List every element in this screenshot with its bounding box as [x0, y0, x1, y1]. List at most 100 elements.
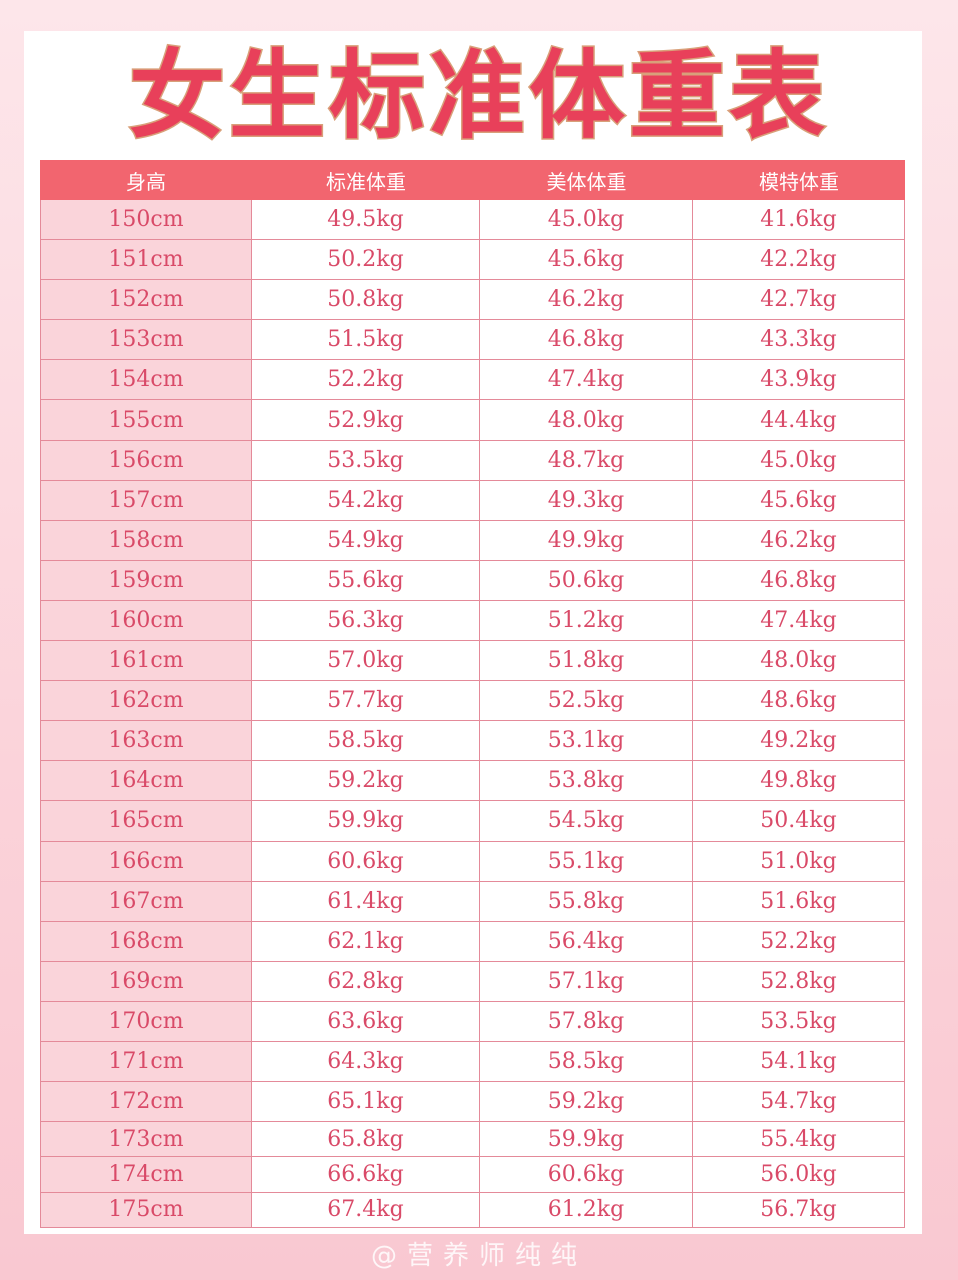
- cell-fit-weight: 47.4kg: [480, 360, 693, 400]
- cell-fit-weight: 59.9kg: [480, 1122, 693, 1157]
- cell-model-weight: 48.6kg: [693, 681, 905, 721]
- cell-height: 163cm: [40, 721, 252, 761]
- cell-standard-weight: 64.3kg: [252, 1041, 480, 1082]
- cell-model-weight: 51.6kg: [693, 881, 905, 921]
- table-row: 175cm 67.4kg 61.2kg 56.7kg: [40, 1192, 905, 1229]
- cell-standard-weight: 51.5kg: [252, 320, 480, 360]
- cell-fit-weight: 55.8kg: [480, 881, 693, 921]
- table-row: 154cm 52.2kg 47.4kg 43.9kg: [40, 360, 905, 401]
- table-row: 159cm 55.6kg 50.6kg 46.8kg: [40, 560, 905, 601]
- cell-standard-weight: 55.6kg: [252, 560, 480, 600]
- table-row: 171cm 64.3kg 58.5kg 54.1kg: [40, 1041, 905, 1083]
- cell-fit-weight: 49.9kg: [480, 520, 693, 560]
- cell-model-weight: 41.6kg: [693, 200, 905, 240]
- cell-fit-weight: 58.5kg: [480, 1041, 693, 1082]
- cell-standard-weight: 65.8kg: [252, 1122, 480, 1157]
- cell-fit-weight: 45.6kg: [480, 240, 693, 280]
- cell-standard-weight: 66.6kg: [252, 1157, 480, 1192]
- cell-standard-weight: 59.9kg: [252, 801, 480, 841]
- cell-standard-weight: 54.2kg: [252, 480, 480, 520]
- cell-fit-weight: 45.0kg: [480, 200, 693, 240]
- cell-standard-weight: 52.2kg: [252, 360, 480, 400]
- cell-fit-weight: 57.1kg: [480, 961, 693, 1001]
- cell-height: 168cm: [40, 921, 252, 961]
- table-row: 168cm 62.1kg 56.4kg 52.2kg: [40, 921, 905, 962]
- cell-model-weight: 42.7kg: [693, 280, 905, 320]
- cell-standard-weight: 54.9kg: [252, 520, 480, 560]
- table-row: 167cm 61.4kg 55.8kg 51.6kg: [40, 881, 905, 922]
- cell-standard-weight: 62.1kg: [252, 921, 480, 961]
- cell-standard-weight: 50.2kg: [252, 240, 480, 280]
- header-standard-weight: 标准体重: [326, 169, 406, 194]
- cell-model-weight: 55.4kg: [693, 1122, 905, 1157]
- table-row: 151cm 50.2kg 45.6kg 42.2kg: [40, 240, 905, 281]
- cell-standard-weight: 53.5kg: [252, 440, 480, 480]
- cell-height: 153cm: [40, 320, 252, 360]
- weight-table: 身高 标准体重 美体体重 模特体重 150cm 49.5kg 45.0kg 41.6k…: [40, 160, 905, 1229]
- cell-fit-weight: 59.2kg: [480, 1082, 693, 1122]
- cell-height: 165cm: [40, 801, 252, 841]
- cell-height: 171cm: [40, 1041, 252, 1082]
- cell-model-weight: 52.2kg: [693, 921, 905, 961]
- table-row: 155cm 52.9kg 48.0kg 44.4kg: [40, 400, 905, 441]
- cell-standard-weight: 56.3kg: [252, 600, 480, 641]
- cell-model-weight: 43.3kg: [693, 320, 905, 360]
- cell-model-weight: 46.8kg: [693, 560, 905, 600]
- cell-fit-weight: 49.3kg: [480, 480, 693, 520]
- cell-height: 164cm: [40, 761, 252, 801]
- cell-model-weight: 49.8kg: [693, 761, 905, 801]
- cell-height: 154cm: [40, 360, 252, 400]
- cell-standard-weight: 49.5kg: [252, 200, 480, 240]
- table-row: 156cm 53.5kg 48.7kg 45.0kg: [40, 440, 905, 481]
- cell-model-weight: 56.7kg: [693, 1192, 905, 1228]
- cell-standard-weight: 59.2kg: [252, 761, 480, 801]
- table-row: 170cm 63.6kg 57.8kg 53.5kg: [40, 1001, 905, 1042]
- cell-model-weight: 47.4kg: [693, 600, 905, 641]
- cell-model-weight: 54.7kg: [693, 1082, 905, 1122]
- cell-standard-weight: 52.9kg: [252, 400, 480, 440]
- cell-fit-weight: 48.7kg: [480, 440, 693, 480]
- cell-fit-weight: 55.1kg: [480, 841, 693, 881]
- table-row: 163cm 58.5kg 53.1kg 49.2kg: [40, 721, 905, 762]
- cell-fit-weight: 52.5kg: [480, 681, 693, 721]
- cell-model-weight: 46.2kg: [693, 520, 905, 560]
- cell-fit-weight: 53.8kg: [480, 761, 693, 801]
- cell-height: 175cm: [40, 1192, 252, 1228]
- cell-fit-weight: 54.5kg: [480, 801, 693, 841]
- cell-standard-weight: 60.6kg: [252, 841, 480, 881]
- cell-height: 159cm: [40, 560, 252, 600]
- cell-fit-weight: 46.2kg: [480, 280, 693, 320]
- cell-model-weight: 56.0kg: [693, 1157, 905, 1192]
- table-row: 161cm 57.0kg 51.8kg 48.0kg: [40, 641, 905, 682]
- cell-standard-weight: 57.7kg: [252, 681, 480, 721]
- cell-fit-weight: 57.8kg: [480, 1001, 693, 1041]
- table-row: 152cm 50.8kg 46.2kg 42.7kg: [40, 280, 905, 321]
- cell-standard-weight: 67.4kg: [252, 1192, 480, 1228]
- table-row: 169cm 62.8kg 57.1kg 52.8kg: [40, 961, 905, 1002]
- table-row: 166cm 60.6kg 55.1kg 51.0kg: [40, 841, 905, 882]
- cell-standard-weight: 57.0kg: [252, 641, 480, 681]
- cell-model-weight: 54.1kg: [693, 1041, 905, 1082]
- table-row: 160cm 56.3kg 51.2kg 47.4kg: [40, 600, 905, 642]
- cell-height: 155cm: [40, 400, 252, 440]
- cell-height: 166cm: [40, 841, 252, 881]
- cell-height: 169cm: [40, 961, 252, 1001]
- cell-height: 173cm: [40, 1122, 252, 1157]
- table-row: 172cm 65.1kg 59.2kg 54.7kg: [40, 1082, 905, 1123]
- cell-model-weight: 45.6kg: [693, 480, 905, 520]
- table-row: 153cm 51.5kg 46.8kg 43.3kg: [40, 320, 905, 361]
- cell-fit-weight: 56.4kg: [480, 921, 693, 961]
- cell-fit-weight: 50.6kg: [480, 560, 693, 600]
- cell-fit-weight: 51.8kg: [480, 641, 693, 681]
- cell-standard-weight: 58.5kg: [252, 721, 480, 761]
- cell-fit-weight: 48.0kg: [480, 400, 693, 440]
- table-row: 165cm 59.9kg 54.5kg 50.4kg: [40, 801, 905, 842]
- cell-standard-weight: 50.8kg: [252, 280, 480, 320]
- cell-height: 156cm: [40, 440, 252, 480]
- table-row: 158cm 54.9kg 49.9kg 46.2kg: [40, 520, 905, 561]
- cell-standard-weight: 62.8kg: [252, 961, 480, 1001]
- cell-height: 161cm: [40, 641, 252, 681]
- cell-model-weight: 42.2kg: [693, 240, 905, 280]
- cell-model-weight: 53.5kg: [693, 1001, 905, 1041]
- table-row: 174cm 66.6kg 60.6kg 56.0kg: [40, 1157, 905, 1193]
